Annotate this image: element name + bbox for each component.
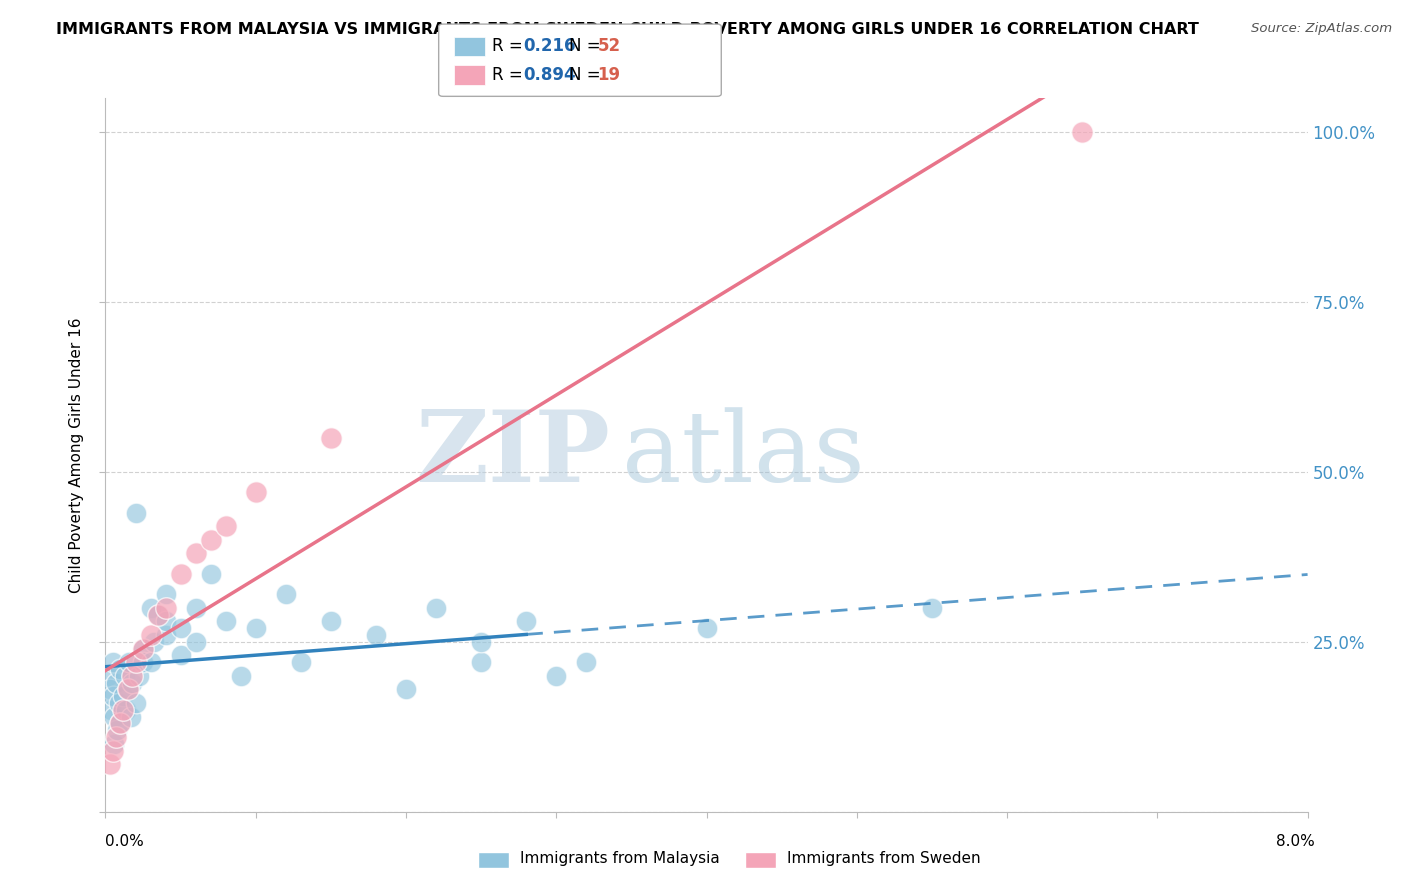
Point: [100, 703, 122, 717]
Text: Source: ZipAtlas.com: Source: ZipAtlas.com: [1251, 22, 1392, 36]
Point: [319, 615, 342, 629]
Point: [103, 737, 125, 751]
Point: [515, 615, 537, 629]
Point: [155, 600, 177, 615]
Point: [110, 716, 132, 731]
Point: [97, 669, 120, 683]
Point: [98, 682, 121, 697]
Point: [124, 655, 146, 669]
Point: [128, 669, 150, 683]
Point: [124, 696, 146, 710]
Point: [110, 716, 132, 731]
Point: [132, 641, 155, 656]
Point: [132, 655, 155, 669]
Point: [121, 675, 143, 690]
Point: [184, 546, 207, 560]
Point: [245, 485, 267, 500]
Text: 19: 19: [598, 66, 620, 84]
Point: [121, 669, 143, 683]
Text: ZIP: ZIP: [415, 407, 610, 503]
Point: [139, 655, 162, 669]
Text: 0.0%: 0.0%: [105, 834, 145, 848]
Point: [546, 669, 568, 683]
Point: [575, 655, 598, 669]
Text: Immigrants from Malaysia: Immigrants from Malaysia: [520, 851, 720, 865]
Point: [395, 682, 418, 697]
Point: [425, 600, 447, 615]
Y-axis label: Child Poverty Among Girls Under 16: Child Poverty Among Girls Under 16: [69, 318, 84, 592]
Point: [184, 600, 207, 615]
Point: [115, 703, 138, 717]
Text: Immigrants from Sweden: Immigrants from Sweden: [787, 851, 981, 865]
Point: [274, 587, 297, 601]
Point: [104, 675, 127, 690]
Point: [200, 533, 222, 547]
Point: [155, 587, 177, 601]
Point: [214, 615, 236, 629]
Point: [101, 655, 124, 669]
Point: [696, 621, 718, 635]
Text: R =: R =: [492, 37, 529, 55]
Point: [98, 757, 121, 772]
Point: [142, 635, 165, 649]
Text: 52: 52: [598, 37, 620, 55]
Point: [118, 655, 141, 669]
Point: [146, 607, 169, 622]
Point: [117, 682, 139, 697]
Point: [169, 621, 191, 635]
Point: [103, 709, 125, 723]
Point: [155, 628, 177, 642]
Point: [214, 519, 236, 533]
Point: [101, 743, 124, 757]
Point: [110, 662, 132, 676]
Point: [114, 669, 136, 683]
Point: [319, 431, 342, 445]
Point: [229, 669, 252, 683]
Point: [117, 682, 139, 697]
Point: [1071, 125, 1094, 139]
Point: [290, 655, 312, 669]
Point: [107, 723, 129, 738]
Point: [139, 628, 162, 642]
Point: [104, 730, 127, 744]
Text: 0.216: 0.216: [523, 37, 575, 55]
Point: [120, 709, 142, 723]
Point: [921, 600, 943, 615]
Point: [245, 621, 267, 635]
Text: IMMIGRANTS FROM MALAYSIA VS IMMIGRANTS FROM SWEDEN CHILD POVERTY AMONG GIRLS UND: IMMIGRANTS FROM MALAYSIA VS IMMIGRANTS F…: [56, 22, 1199, 37]
Text: 8.0%: 8.0%: [1275, 834, 1315, 848]
Point: [139, 600, 162, 615]
Point: [112, 689, 135, 703]
Point: [101, 689, 124, 703]
Point: [184, 635, 207, 649]
Point: [470, 655, 492, 669]
Point: [169, 566, 191, 581]
Text: N =: N =: [569, 37, 606, 55]
Text: N =: N =: [569, 66, 606, 84]
Point: [364, 628, 387, 642]
Point: [169, 648, 191, 663]
Point: [200, 566, 222, 581]
Point: [132, 641, 155, 656]
Text: 0.894: 0.894: [523, 66, 575, 84]
Point: [112, 703, 135, 717]
Point: [108, 696, 131, 710]
Point: [124, 506, 146, 520]
Text: R =: R =: [492, 66, 529, 84]
Text: atlas: atlas: [623, 407, 865, 503]
Point: [155, 615, 177, 629]
Point: [146, 607, 169, 622]
Point: [470, 635, 492, 649]
